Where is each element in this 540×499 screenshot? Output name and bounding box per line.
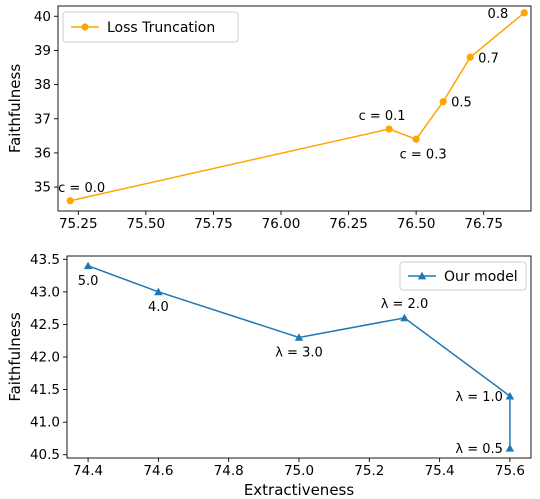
series-line bbox=[69, 12, 525, 202]
point-label: 0.5 bbox=[451, 96, 472, 111]
series-1: c = 0.0 c = 0.1 c = 0.3 0.5 0.7 0.8 bbox=[58, 7, 528, 205]
x-tick-label: 76.50 bbox=[397, 216, 436, 232]
legend-marker bbox=[417, 271, 427, 280]
y-tick-label: 41.5 bbox=[30, 382, 60, 398]
data-point bbox=[439, 98, 447, 106]
x-tick-label: 75.50 bbox=[127, 216, 166, 232]
point-label: 0.7 bbox=[478, 51, 499, 66]
x-tick-label: 75.4 bbox=[425, 463, 455, 479]
series-1: 5.0 4.0 λ = 3.0 λ = 2.0 λ = 1.0 λ = 0.5 bbox=[78, 261, 515, 457]
x-tick-label: 74.8 bbox=[214, 463, 244, 479]
x-tick-label: 75.75 bbox=[194, 216, 233, 232]
data-point bbox=[154, 287, 163, 296]
y-tick-label: 37 bbox=[34, 111, 51, 127]
y-tick-label: 41.0 bbox=[30, 415, 60, 431]
y-tick-label: 42.0 bbox=[30, 350, 60, 366]
data-point bbox=[294, 333, 304, 341]
data-point bbox=[466, 53, 474, 61]
y-tick-label: 36 bbox=[34, 145, 51, 161]
x-tick-label: 74.6 bbox=[143, 463, 173, 479]
data-point bbox=[520, 9, 528, 17]
x-tick-label: 75.0 bbox=[284, 463, 314, 479]
y-tick-label: 39 bbox=[34, 43, 51, 59]
x-axis-label: Extractiveness bbox=[244, 481, 355, 499]
legend-label: Loss Truncation bbox=[107, 20, 215, 36]
y-axis-label: Faithfulness bbox=[6, 64, 24, 154]
chart-panel-1: 75.25 75.50 75.75 76.00 76.25 76.50 76.75 35 36 3… bbox=[6, 5, 532, 232]
series-line bbox=[87, 265, 511, 449]
legend: Loss Truncation bbox=[62, 11, 239, 43]
y-tick-label: 40 bbox=[34, 9, 51, 25]
point-label: λ = 0.5 bbox=[455, 442, 503, 457]
point-label: c = 0.1 bbox=[359, 109, 406, 124]
y-axis-label: Faithfulness bbox=[6, 312, 24, 402]
legend-box bbox=[62, 11, 239, 43]
y-tick-label: 40.5 bbox=[30, 447, 60, 463]
point-label: λ = 3.0 bbox=[275, 345, 323, 360]
x-tick-label: 76.00 bbox=[262, 216, 301, 232]
data-point bbox=[412, 135, 420, 143]
x-tick-label: 74.4 bbox=[73, 463, 103, 479]
y-tick-label: 38 bbox=[34, 77, 51, 93]
point-label: c = 0.3 bbox=[400, 147, 447, 162]
point-label: λ = 1.0 bbox=[455, 390, 503, 405]
data-point bbox=[66, 197, 74, 205]
x-tick-label: 76.75 bbox=[464, 216, 503, 232]
point-label: 5.0 bbox=[78, 274, 99, 289]
legend-marker bbox=[81, 23, 89, 31]
chart-panel-2: 74.4 74.6 74.8 75.0 75.2 75.4 75.6 40.5 41.0 41.5… bbox=[6, 252, 532, 499]
legend: Our model bbox=[399, 261, 527, 291]
point-label: λ = 2.0 bbox=[381, 297, 429, 312]
point-label: c = 0.0 bbox=[58, 181, 105, 196]
point-label: 4.0 bbox=[148, 300, 169, 315]
x-tick-label: 76.25 bbox=[329, 216, 368, 232]
y-tick-label: 43.0 bbox=[30, 284, 60, 300]
x-tick-label: 75.6 bbox=[495, 463, 525, 479]
x-tick-label: 75.2 bbox=[354, 463, 384, 479]
y-tick-label: 42.5 bbox=[30, 317, 60, 333]
x-tick-label: 75.25 bbox=[59, 216, 98, 232]
plot-frame bbox=[57, 5, 532, 212]
data-point bbox=[505, 391, 515, 400]
y-tick-label: 35 bbox=[34, 180, 51, 196]
y-tick-label: 43.5 bbox=[30, 252, 60, 268]
point-label: 0.8 bbox=[488, 7, 509, 22]
legend-label: Our model bbox=[444, 269, 518, 285]
data-point bbox=[505, 444, 515, 452]
data-point bbox=[83, 261, 93, 270]
legend-box bbox=[399, 261, 527, 291]
data-point bbox=[385, 125, 393, 133]
data-point bbox=[400, 313, 409, 322]
